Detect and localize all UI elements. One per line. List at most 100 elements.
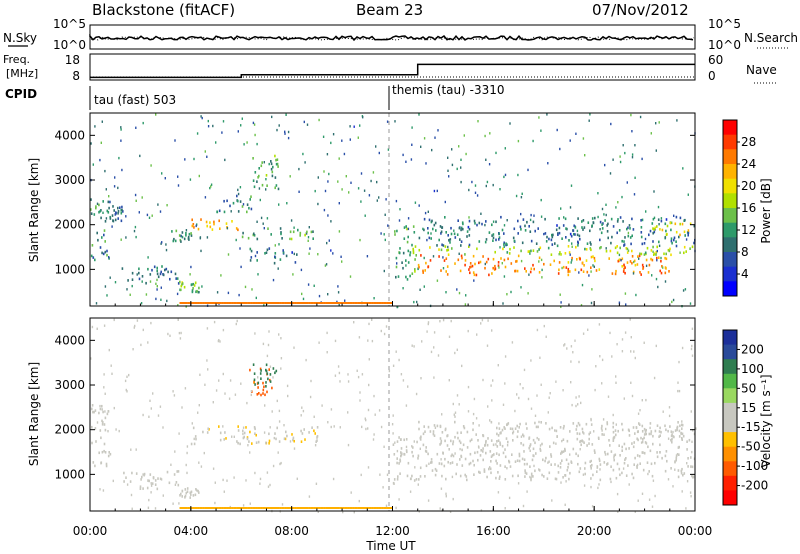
power-ground-cell: [216, 302, 218, 304]
velocity-cell: [482, 378, 484, 382]
velocity-cell: [621, 449, 623, 452]
power-cell: [669, 221, 672, 225]
power-cell: [254, 171, 257, 174]
power-cell: [420, 145, 422, 148]
velocity-cell: [666, 459, 668, 463]
velocity-ytick-label: 4000: [54, 333, 85, 347]
velocity-ground-cell: [221, 507, 223, 509]
power-cell: [599, 228, 601, 231]
velocity-cell: [544, 459, 546, 463]
power-ground-cell: [223, 302, 226, 304]
power-cell: [373, 297, 375, 300]
velocity-cell: [268, 368, 270, 371]
velocity-cell: [103, 373, 105, 376]
power-cell: [161, 241, 163, 244]
velocity-cell: [615, 476, 618, 480]
power-ytick-label: 3000: [54, 173, 85, 187]
power-cell: [263, 161, 265, 164]
power-cell: [558, 261, 561, 264]
power-cell: [623, 244, 625, 247]
velocity-cell: [534, 469, 536, 473]
power-cell: [500, 257, 502, 260]
power-cell: [449, 238, 452, 241]
power-cell: [272, 165, 274, 169]
velocity-cell: [225, 437, 227, 440]
power-ground-cell: [195, 302, 198, 304]
power-cell: [584, 154, 586, 157]
power-cell: [260, 164, 263, 168]
velocity-cell: [488, 467, 490, 471]
power-cell: [160, 270, 162, 274]
power-cell: [147, 267, 149, 271]
velocity-cell: [644, 441, 647, 444]
velocity-cell: [332, 477, 335, 481]
power-cell: [221, 131, 223, 134]
velocity-cell: [280, 357, 283, 360]
velocity-ground-cell: [299, 507, 301, 509]
velocity-cell: [577, 421, 580, 425]
power-cell: [411, 143, 413, 146]
power-cell: [669, 247, 671, 251]
power-cell: [236, 194, 238, 198]
power-cell: [357, 187, 360, 190]
power-cell: [427, 210, 429, 213]
power-cell: [557, 233, 559, 236]
power-cell: [190, 265, 192, 269]
velocity-ground-cell: [257, 507, 260, 509]
velocity-cell: [632, 445, 635, 449]
power-cell: [557, 272, 560, 275]
power-cell: [640, 219, 642, 222]
velocity-cell: [143, 472, 146, 476]
power-cell: [284, 130, 286, 133]
power-cell: [623, 240, 625, 243]
power-cell: [191, 224, 194, 228]
power-cell: [562, 224, 565, 227]
power-cell: [553, 259, 555, 263]
power-ytick-label: 1000: [54, 262, 85, 276]
power-cell: [162, 273, 165, 277]
power-cell: [224, 158, 226, 162]
velocity-cell: [499, 441, 501, 445]
power-cell: [600, 246, 602, 249]
power-cell: [627, 231, 630, 235]
power-cell: [517, 254, 520, 258]
velocity-cell: [691, 327, 694, 330]
velocity-cell: [627, 464, 629, 467]
velocity-cell: [179, 494, 181, 497]
velocity-cell: [672, 430, 674, 434]
power-cell: [538, 271, 541, 274]
power-cell: [438, 248, 440, 251]
velocity-cell: [512, 431, 514, 435]
velocity-cell: [214, 501, 216, 505]
power-cell: [618, 253, 621, 257]
power-cell: [237, 199, 239, 203]
velocity-cell: [616, 343, 618, 346]
velocity-cell: [648, 432, 651, 436]
velocity-cell: [441, 413, 443, 416]
velocity-cell: [219, 340, 221, 343]
power-cell: [655, 277, 658, 281]
velocity-cell: [396, 457, 398, 460]
velocity-cell: [476, 450, 479, 454]
power-cell: [654, 226, 656, 230]
velocity-cell: [292, 436, 295, 440]
velocity-cell: [562, 389, 564, 392]
power-cell: [503, 175, 505, 179]
velocity-cell: [157, 414, 160, 417]
velocity-cell: [610, 465, 612, 468]
velocity-cell: [338, 371, 341, 375]
power-cell: [670, 253, 672, 257]
power-cell: [453, 232, 456, 236]
power-cell: [544, 217, 546, 221]
power-cell: [196, 223, 198, 226]
velocity-cell: [372, 438, 375, 441]
power-cell: [541, 276, 543, 279]
velocity-cell: [184, 494, 187, 498]
velocity-cell: [499, 443, 502, 446]
velocity-cell: [272, 376, 274, 379]
velocity-cell: [603, 461, 606, 464]
power-ground-cell: [339, 302, 342, 304]
power-cell: [308, 252, 310, 255]
velocity-cell: [139, 485, 142, 488]
velocity-cell: [570, 360, 572, 363]
